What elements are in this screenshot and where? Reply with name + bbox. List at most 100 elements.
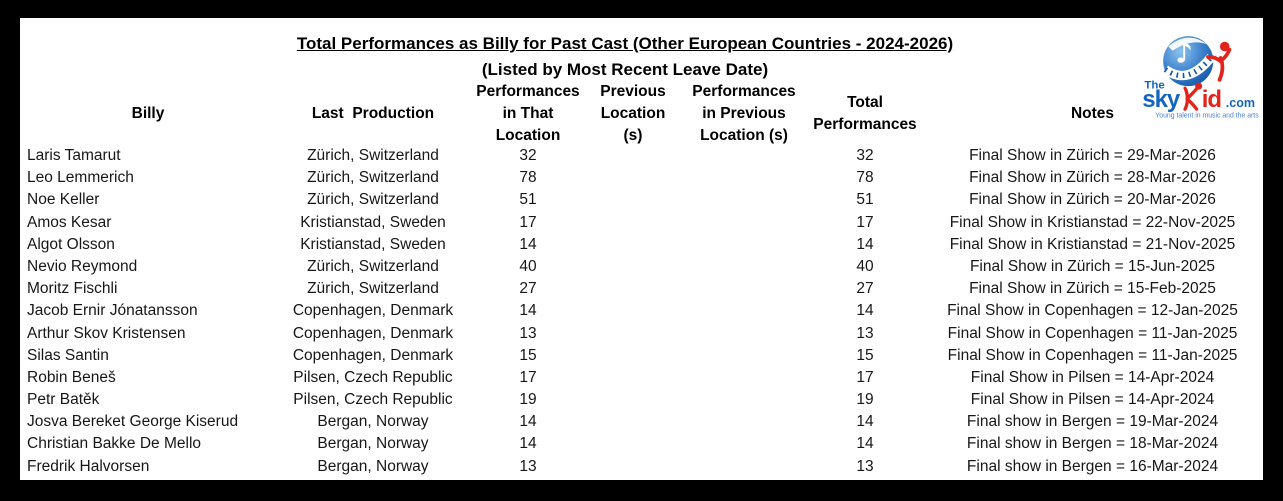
cell-billy: Fredrik Halvorsen xyxy=(27,457,150,475)
column-header-performances-in-that-location: Performances in That Location xyxy=(476,83,580,144)
cell-last-production: Kristianstad, Sweden xyxy=(300,213,446,231)
cell-billy: Noe Keller xyxy=(27,191,100,209)
cell-billy: Algot Olsson xyxy=(27,235,115,253)
cell-previous-locations xyxy=(586,323,680,345)
cell-total-performances: 78 xyxy=(856,169,874,187)
cell-performances-in-previous-locations xyxy=(680,345,808,367)
cell-total-performances: 14 xyxy=(856,435,874,453)
cell-previous-locations xyxy=(586,278,680,300)
cell-notes: Final Show in Pilsen = 14-Apr-2024 xyxy=(970,368,1215,386)
cell-notes: Final Show in Zürich = 29-Mar-2026 xyxy=(969,147,1216,164)
cell-performances-in-that-location: 15 xyxy=(519,346,537,364)
cell-total-performances: 17 xyxy=(856,213,874,231)
cell-total-performances: 15 xyxy=(856,346,874,364)
cell-total-performances: 19 xyxy=(856,391,874,409)
logo-dancer-icon xyxy=(1206,41,1232,82)
cell-performances-in-that-location: 78 xyxy=(519,169,537,187)
page-subtitle: (Listed by Most Recent Leave Date) xyxy=(481,60,769,79)
cell-performances-in-previous-locations xyxy=(680,323,808,345)
table-row: Leo Lemmerich Zürich, Switzerland 78 78 … xyxy=(20,167,1263,189)
cell-last-production: Pilsen, Czech Republic xyxy=(293,391,453,409)
title-block: Total Performances as Billy for Past Cas… xyxy=(20,31,1230,83)
cell-performances-in-previous-locations xyxy=(680,234,808,256)
cell-previous-locations xyxy=(586,256,680,278)
cell-billy: Jacob Ernir Jónatansson xyxy=(27,302,198,320)
cell-total-performances: 14 xyxy=(856,302,874,320)
cell-billy: Robin Beneš xyxy=(27,368,116,386)
cell-performances-in-that-location: 13 xyxy=(519,324,537,342)
cell-performances-in-previous-locations xyxy=(680,278,808,300)
cell-previous-locations xyxy=(586,145,680,167)
cell-last-production: Zürich, Switzerland xyxy=(307,147,439,164)
cell-previous-locations xyxy=(586,234,680,256)
logo-sphere-icon xyxy=(1162,36,1215,87)
cell-billy: Josva Bereket George Kiserud xyxy=(27,413,239,431)
logo-com-text: .com xyxy=(1226,96,1255,110)
cell-last-production: Kristianstad, Sweden xyxy=(300,235,446,253)
table-row: Arthur Skov Kristensen Copenhagen, Denma… xyxy=(20,323,1263,345)
cell-notes: Final Show in Zürich = 28-Mar-2026 xyxy=(969,169,1216,187)
cell-total-performances: 13 xyxy=(856,324,874,342)
cell-performances-in-that-location: 17 xyxy=(519,368,537,386)
cell-performances-in-previous-locations xyxy=(680,256,808,278)
music-note-icon xyxy=(1177,42,1191,63)
table-row: Algot Olsson Kristianstad, Sweden 14 14 … xyxy=(20,234,1263,256)
cell-billy: Leo Lemmerich xyxy=(27,169,134,187)
cell-performances-in-previous-locations xyxy=(680,433,808,455)
cell-last-production: Copenhagen, Denmark xyxy=(292,346,454,364)
cell-performances-in-that-location: 14 xyxy=(519,235,537,253)
cell-performances-in-previous-locations xyxy=(680,367,808,389)
cell-last-production: Pilsen, Czech Republic xyxy=(293,368,453,386)
cell-notes: Final Show in Copenhagen = 11-Jan-2025 xyxy=(947,324,1238,342)
table-row: Robin Beneš Pilsen, Czech Republic 17 17… xyxy=(20,367,1263,389)
cell-previous-locations xyxy=(586,456,680,478)
cell-previous-locations xyxy=(586,189,680,211)
cell-performances-in-that-location: 51 xyxy=(519,191,537,209)
cell-previous-locations xyxy=(586,367,680,389)
table-row: Petr Batěk Pilsen, Czech Republic 19 19 … xyxy=(20,389,1263,411)
cell-performances-in-that-location: 19 xyxy=(519,391,537,409)
cell-last-production: Copenhagen, Denmark xyxy=(292,324,454,342)
cell-performances-in-previous-locations xyxy=(680,411,808,433)
page-title: Total Performances as Billy for Past Cas… xyxy=(296,34,954,53)
cell-performances-in-that-location: 40 xyxy=(519,257,537,275)
cell-notes: Final Show in Zürich = 15-Feb-2025 xyxy=(969,280,1216,298)
cell-notes: Final show in Bergen = 16-Mar-2024 xyxy=(966,457,1219,475)
table-row: Josva Bereket George Kiserud Bergan, Nor… xyxy=(20,411,1263,433)
cell-notes: Final Show in Zürich = 20-Mar-2026 xyxy=(969,191,1216,209)
cell-total-performances: 27 xyxy=(856,280,874,298)
logo-wordmark: The sky id .com Young talent in music an… xyxy=(1142,79,1259,119)
cell-billy: Christian Bakke De Mello xyxy=(27,435,202,453)
cell-notes: Final Show in Pilsen = 14-Apr-2024 xyxy=(970,391,1215,409)
cell-last-production: Zürich, Switzerland xyxy=(307,257,439,275)
table-panel: Total Performances as Billy for Past Cas… xyxy=(20,18,1263,480)
cell-notes: Final Show in Copenhagen = 12-Jan-2025 xyxy=(947,302,1238,320)
cell-previous-locations xyxy=(586,433,680,455)
cell-performances-in-previous-locations xyxy=(680,389,808,411)
logo-k-figure-icon xyxy=(1183,82,1203,111)
column-header-total-performances: Total Performances xyxy=(813,94,917,133)
cell-notes: Final Show in Copenhagen = 11-Jan-2025 xyxy=(947,346,1238,364)
cell-billy: Arthur Skov Kristensen xyxy=(27,324,186,342)
table-body: Laris Tamarut Zürich, Switzerland 32 32 … xyxy=(20,145,1263,478)
cell-total-performances: 40 xyxy=(856,257,874,275)
cell-performances-in-that-location: 14 xyxy=(519,302,537,320)
cell-performances-in-that-location: 27 xyxy=(519,280,537,298)
theskykid-logo: The sky id .com Young talent in music an… xyxy=(1142,34,1272,130)
cell-previous-locations xyxy=(586,411,680,433)
cell-notes: Final Show in Kristianstad = 21-Nov-2025 xyxy=(949,235,1236,253)
logo-tagline: Young talent in music and the arts xyxy=(1155,112,1259,119)
cell-billy: Nevio Reymond xyxy=(27,257,138,275)
cell-total-performances: 51 xyxy=(856,191,874,209)
cell-notes: Final show in Bergen = 19-Mar-2024 xyxy=(966,413,1219,431)
cell-previous-locations xyxy=(586,300,680,322)
cell-performances-in-previous-locations xyxy=(680,167,808,189)
cell-performances-in-that-location: 32 xyxy=(519,147,537,164)
column-header-performances-in-previous-locations: Performances in Previous Location (s) xyxy=(692,83,796,144)
cell-performances-in-that-location: 14 xyxy=(519,435,537,453)
table-row: Noe Keller Zürich, Switzerland 51 51 Fin… xyxy=(20,189,1263,211)
table-row: Christian Bakke De Mello Bergan, Norway … xyxy=(20,433,1263,455)
table-row: Amos Kesar Kristianstad, Sweden 17 17 Fi… xyxy=(20,212,1263,234)
cell-notes: Final Show in Zürich = 15-Jun-2025 xyxy=(969,257,1216,275)
